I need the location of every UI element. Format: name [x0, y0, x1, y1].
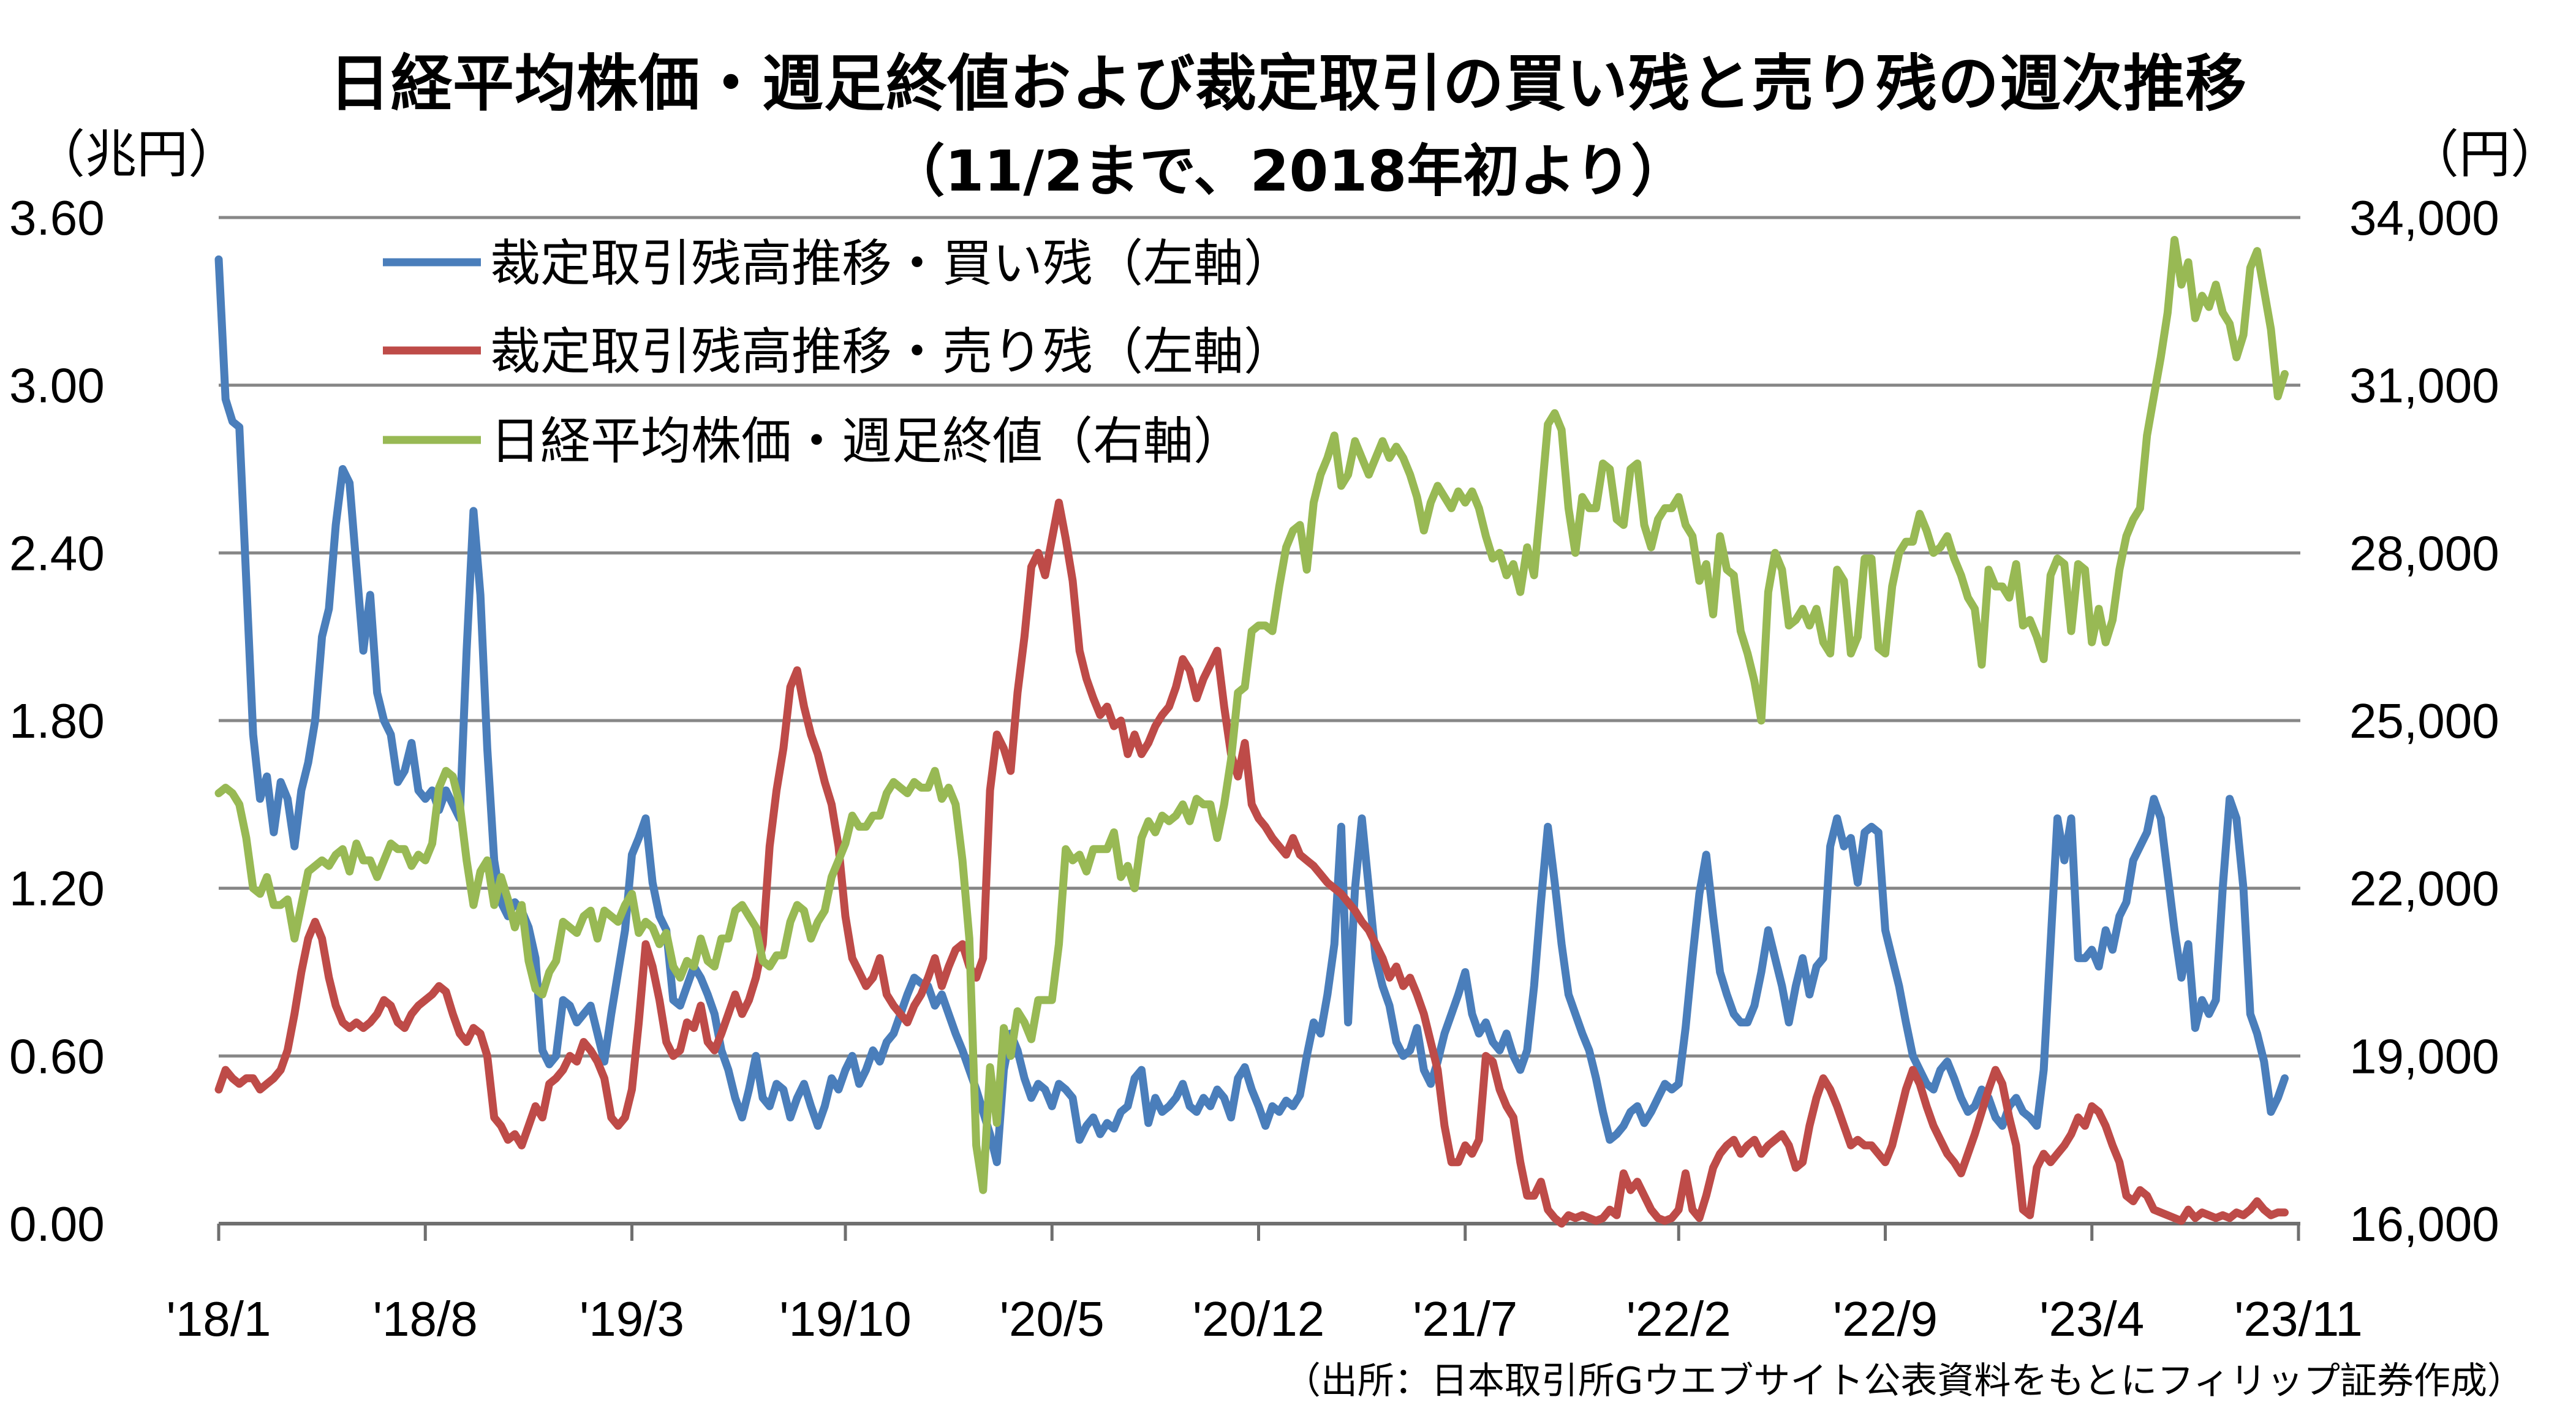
x-tick-label: '19/10	[779, 1292, 911, 1346]
x-tick-label: '20/12	[1193, 1292, 1324, 1346]
legend-label: 裁定取引残高推移・買い残（左軸）	[490, 235, 1294, 293]
right-tick-label: 25,000	[2349, 694, 2499, 748]
left-tick-label: 0.60	[9, 1029, 105, 1083]
right-tick-label: 28,000	[2349, 526, 2499, 580]
x-tick-label: '18/1	[167, 1292, 271, 1346]
x-tick-label: '23/4	[2039, 1292, 2144, 1346]
x-tick-label: '21/7	[1413, 1292, 1517, 1346]
right-axis-unit: （円）	[2408, 124, 2563, 184]
left-tick-label: 2.40	[9, 526, 105, 580]
left-tick-label: 3.00	[9, 358, 105, 413]
x-tick-label: '22/2	[1626, 1292, 1731, 1346]
chart-title: 日経平均株価・週足終値および裁定取引の買い残と売り残の週次推移	[329, 48, 2247, 119]
right-tick-label: 16,000	[2349, 1197, 2499, 1251]
left-tick-label: 1.80	[9, 694, 105, 748]
chart-subtitle: （11/2まで、2018年初より）	[888, 138, 1688, 204]
source-note: （出所：日本取引所Gウエブサイト公表資料をもとにフィリップ証券作成）	[1283, 1360, 2524, 1403]
legend: 裁定取引残高推移・買い残（左軸） 裁定取引残高推移・売り残（左軸） 日経平均株価・週…	[383, 235, 1294, 471]
series-lines	[214, 236, 2289, 1228]
right-tick-label: 34,000	[2349, 191, 2499, 245]
nikkei-line	[214, 236, 2289, 1194]
right-tick-label: 31,000	[2349, 358, 2499, 413]
buy-balance-line	[214, 255, 2289, 1167]
gridlines	[219, 216, 2300, 1058]
legend-label: 裁定取引残高推移・売り残（左軸）	[490, 323, 1294, 381]
sell-balance-line	[214, 498, 2289, 1228]
left-tick-label: 3.60	[9, 191, 105, 245]
x-tick-label: '20/5	[1000, 1292, 1105, 1346]
x-tick-label: '19/3	[580, 1292, 684, 1346]
axes: 0.00 16,000 0.60 19,000 1.20 22,000 1.80 25,000…	[9, 191, 2499, 1346]
x-tick-label: '23/11	[2234, 1292, 2363, 1346]
left-tick-label: 0.00	[9, 1197, 105, 1251]
x-tick-label: '22/9	[1833, 1292, 1938, 1346]
legend-label: 日経平均株価・週足終値（右軸）	[490, 412, 1244, 471]
right-tick-label: 19,000	[2349, 1029, 2499, 1083]
x-tick-label: '18/8	[373, 1292, 478, 1346]
left-axis-unit: （兆円）	[34, 124, 240, 184]
left-tick-label: 1.20	[9, 862, 105, 916]
right-tick-label: 22,000	[2349, 862, 2499, 916]
